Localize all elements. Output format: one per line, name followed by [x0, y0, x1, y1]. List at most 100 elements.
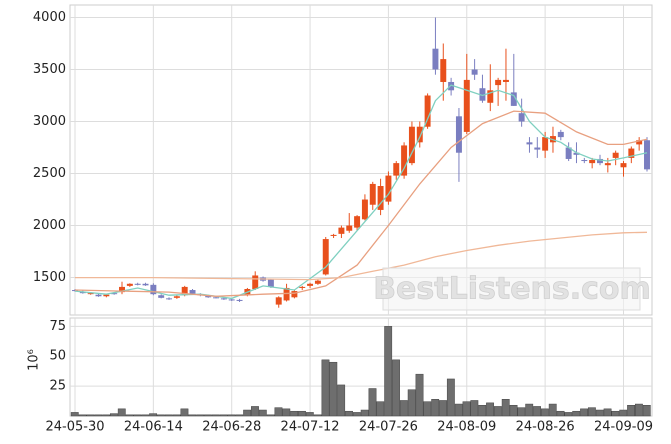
candle-body	[103, 294, 110, 297]
candle-body	[267, 279, 274, 287]
price-panel	[69, 4, 653, 316]
candle-body	[330, 234, 337, 236]
candle-body	[448, 81, 455, 91]
moving-average	[75, 231, 648, 281]
candle-body	[142, 283, 149, 286]
candle-body	[385, 175, 392, 202]
volume-bar	[70, 412, 79, 417]
volume-bar	[196, 414, 205, 417]
volume-bar	[313, 414, 322, 417]
candle-body	[181, 286, 188, 296]
candle-body	[518, 113, 525, 122]
volume-bar	[446, 378, 455, 417]
volume-bar	[172, 414, 181, 417]
volume-bar	[360, 409, 369, 417]
candle-body	[361, 199, 368, 220]
candle-body	[307, 283, 314, 286]
volume-bar	[376, 401, 385, 417]
y-tick-label: 50	[49, 349, 66, 364]
volume-bar	[149, 413, 158, 417]
candle-body	[565, 147, 572, 159]
volume-bar	[580, 408, 588, 417]
candle-body	[346, 225, 353, 231]
volume-bar	[78, 414, 87, 417]
volume-bar	[462, 401, 471, 417]
volume-bar	[587, 407, 596, 417]
volume-bar	[493, 406, 502, 417]
x-tick-label: 24-08-26	[516, 420, 575, 435]
volume-bar	[352, 412, 361, 417]
volume-unit: 10⁶	[27, 349, 42, 371]
volume-bar	[627, 404, 635, 417]
candle-body	[119, 286, 125, 293]
candle-body	[612, 152, 619, 158]
watermark-box	[382, 267, 641, 311]
volume-bar	[274, 407, 283, 417]
volume-bar	[525, 403, 534, 417]
volume-bar	[117, 408, 126, 417]
volume-bar	[219, 414, 228, 417]
volume-bar	[329, 361, 338, 417]
y-tick-label: 3000	[33, 114, 66, 129]
x-tick-label: 24-08-09	[437, 420, 496, 435]
volume-bar	[141, 414, 150, 417]
candle-body	[628, 148, 635, 158]
volume-bar	[258, 409, 267, 417]
candle-body	[354, 216, 361, 228]
volume-bar	[282, 408, 291, 417]
candle-body	[134, 283, 141, 285]
volume-bar	[110, 413, 118, 417]
candle-body	[526, 142, 533, 145]
y-tick-label: 3500	[33, 62, 66, 77]
candle-body	[644, 140, 650, 170]
y-tick-label: 25	[49, 379, 66, 394]
volume-panel	[69, 317, 653, 417]
x-tick-label: 24-06-14	[124, 420, 183, 435]
volume-bar	[634, 403, 643, 417]
volume-bar	[399, 400, 408, 417]
candle-body	[220, 298, 227, 300]
candle-body	[228, 299, 235, 301]
candle-body	[502, 79, 509, 82]
volume-bar	[642, 404, 651, 417]
volume-bar	[298, 410, 306, 417]
candle-body	[401, 145, 408, 176]
candle-body	[205, 295, 212, 298]
volume-bar	[392, 359, 400, 417]
volume-bar	[243, 409, 252, 417]
candle-body	[299, 286, 306, 288]
candle-body	[87, 293, 94, 295]
candle-body	[416, 126, 423, 143]
moving-average	[74, 110, 648, 297]
volume-bar	[133, 414, 142, 417]
volume-bar	[517, 407, 526, 417]
volume-bar	[564, 412, 573, 417]
candle-body	[471, 69, 478, 75]
volume-bar	[337, 384, 346, 417]
candle-body	[166, 298, 173, 300]
candle-body	[126, 283, 133, 286]
candle-body	[236, 299, 243, 301]
candle-body	[432, 48, 439, 70]
candle-body	[487, 90, 494, 103]
candle-body	[479, 88, 486, 101]
volume-bar	[164, 414, 173, 417]
candle-body	[604, 163, 611, 166]
candle-body	[510, 92, 517, 106]
volume-bar	[102, 414, 111, 417]
volume-bar	[619, 409, 628, 417]
candle-body	[597, 158, 603, 164]
candle-body	[393, 163, 400, 176]
candle-body	[283, 287, 290, 301]
volume-bar	[572, 410, 581, 417]
candle-body	[636, 140, 643, 145]
candle-body	[573, 152, 580, 155]
candle-body	[557, 131, 564, 138]
volume-bar	[533, 406, 541, 417]
volume-bar	[501, 399, 510, 417]
volume-bar	[431, 399, 440, 417]
volume-bar	[180, 408, 189, 417]
volume-bar	[556, 410, 565, 417]
volume-bar	[235, 414, 244, 417]
watermark: BestListens.com	[373, 272, 651, 307]
